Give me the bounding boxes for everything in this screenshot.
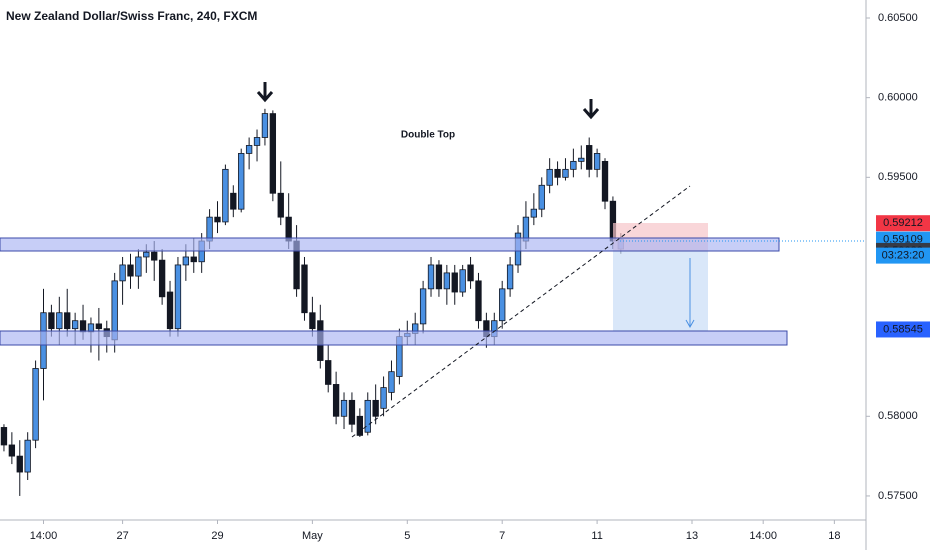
candle-body <box>530 208 538 218</box>
x-tick-label: 7 <box>499 530 505 542</box>
candle-body <box>364 399 371 433</box>
price-label: 0.59212 <box>883 217 923 229</box>
candle-body <box>151 251 158 261</box>
candle-body <box>340 399 348 417</box>
candle-body <box>143 251 150 258</box>
arrow-down <box>582 99 600 120</box>
x-tick-label: 14:00 <box>30 530 58 542</box>
candle-body <box>230 192 237 210</box>
price-label-bg <box>876 215 930 232</box>
candle-body <box>32 368 39 441</box>
candle-body <box>269 113 277 194</box>
price-label-bg <box>876 321 930 338</box>
candle-body <box>459 269 466 293</box>
countdown: 03:23:20 <box>882 250 925 262</box>
candle-body <box>325 360 332 385</box>
candle-body <box>190 256 197 263</box>
candle-body <box>253 137 261 146</box>
candle-body <box>119 264 126 282</box>
x-tick-label: 11 <box>591 530 602 542</box>
x-tick-label: 13 <box>686 530 698 542</box>
x-tick-label: 29 <box>211 530 223 542</box>
candle-body <box>48 312 55 330</box>
candle-body <box>578 157 585 162</box>
x-tick-label: 27 <box>116 530 128 542</box>
candle-body <box>277 192 284 218</box>
candle-body <box>285 216 292 242</box>
y-tick-label: 0.60000 <box>878 92 918 104</box>
candle-body <box>554 168 561 178</box>
x-tick-label: 5 <box>404 530 410 542</box>
support-zone <box>0 330 788 346</box>
candle-body <box>56 312 63 330</box>
candle-body <box>546 168 553 186</box>
target-zone <box>613 251 708 331</box>
candle-body <box>261 113 269 138</box>
candle-body <box>166 291 174 330</box>
candle-body <box>309 312 316 330</box>
candle-body <box>570 160 577 170</box>
candle-body <box>427 264 435 290</box>
candle-body <box>435 264 443 290</box>
candle-body <box>95 323 103 330</box>
candle-body <box>245 145 253 154</box>
chart-title: New Zealand Dollar/Swiss Franc, 240, FXC… <box>6 9 257 23</box>
candle-body <box>127 264 134 277</box>
x-tick-label: May <box>302 530 323 542</box>
x-tick-label: 14:00 <box>749 530 777 542</box>
y-tick-label: 0.59500 <box>878 171 918 183</box>
candle-body <box>562 168 569 178</box>
candle-body <box>135 256 142 277</box>
x-tick-label: 18 <box>828 530 840 542</box>
countdown-bg <box>876 247 930 264</box>
candle-body <box>222 168 229 223</box>
arrow-down <box>256 82 274 103</box>
resistance-zone <box>0 237 780 252</box>
candle-body <box>443 272 451 290</box>
candle-body <box>356 415 364 436</box>
candle-body <box>593 153 601 170</box>
price-label: 0.58545 <box>883 323 923 335</box>
candle-body <box>522 216 530 242</box>
candle-body <box>0 427 8 446</box>
trend-line <box>351 185 691 438</box>
candle-body <box>451 272 458 293</box>
candle-body <box>174 264 182 330</box>
candle-body <box>71 320 79 330</box>
candle-body <box>586 145 593 170</box>
candle-body <box>372 399 379 417</box>
candle-body <box>8 444 16 457</box>
target-arrow-head <box>685 319 695 329</box>
candle-body <box>419 288 427 325</box>
axes: 0.60500 0.60000 0.59500 0.58000 0.57500 14:00… <box>30 12 930 542</box>
candle-body <box>380 387 387 409</box>
candle-body <box>206 216 213 242</box>
candle-body <box>64 312 71 330</box>
candle-body <box>16 455 23 473</box>
candle-body <box>538 184 545 210</box>
candle-body <box>475 280 482 322</box>
candle-body <box>601 160 609 202</box>
candle-body <box>499 288 506 322</box>
candle-body <box>24 439 31 473</box>
price-label: 0.59109 <box>883 234 923 246</box>
candle-body <box>348 399 356 425</box>
candle-body <box>182 256 190 266</box>
candle-body <box>467 264 474 282</box>
y-tick-label: 0.57500 <box>878 490 918 502</box>
candle-body <box>238 153 245 210</box>
candle-body <box>388 371 395 393</box>
y-tick-label: 0.58000 <box>878 410 918 422</box>
candle-body <box>506 264 514 290</box>
candle-body <box>214 216 221 223</box>
candle-body <box>158 259 166 298</box>
candle-body <box>332 384 340 417</box>
candle-body <box>79 320 87 333</box>
plot <box>0 108 624 496</box>
y-tick-label: 0.60500 <box>878 12 918 24</box>
annotation: Double Top <box>401 130 455 141</box>
candle-body <box>301 264 308 314</box>
